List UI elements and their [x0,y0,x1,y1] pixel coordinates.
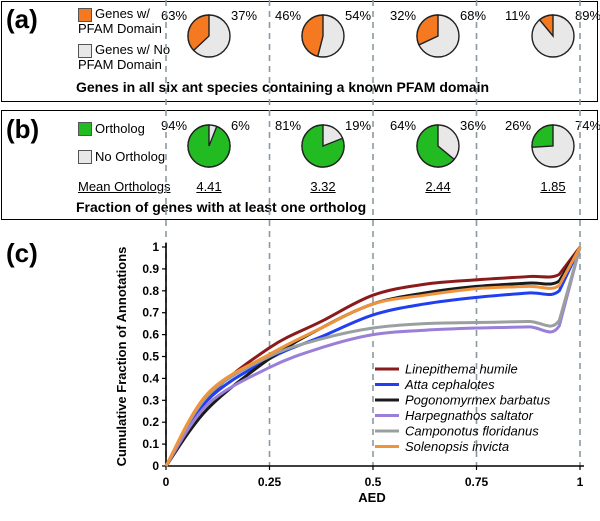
legend-swatch-no-pfam [78,44,92,58]
pie-pct-left: 94% [161,118,188,133]
y-tick-label: 0.3 [142,393,159,407]
pie-pct-right: 6% [231,118,250,133]
pie-chart [416,124,460,168]
y-tick-label: 0.6 [142,328,159,342]
pie-chart [301,124,345,168]
x-tick-label: 0 [163,475,170,489]
pie-slice-main [301,124,345,168]
panel-b [1,110,598,220]
panel-a-caption: Genes in all six ant species containing … [76,79,490,95]
legend-label: Pogonomyrmex barbatus [405,393,551,408]
legend-label-pfam-line1: Genes w/ [95,6,150,21]
y-tick-label: 1 [152,240,159,254]
pie-pct-right: 74% [575,118,600,133]
pie-pct-left: 81% [275,118,302,133]
y-tick-label: 0 [152,459,159,473]
pie-pct-left: 63% [161,8,188,23]
pie-pct-left: 32% [390,8,417,23]
legend-label-ortholog: Ortholog [95,121,145,136]
legend-label-no-pfam-line2: PFAM Domain [78,57,162,72]
pie-chart [187,124,231,168]
legend-label: Atta cephalotes [404,377,495,392]
legend-label: Linepithema humile [405,362,518,377]
pie-chart [531,14,575,58]
pie-slice-main [187,14,210,52]
pie-pct-right: 89% [575,8,600,23]
x-tick-label: 0.25 [258,475,282,489]
pie-chart [301,14,345,58]
y-axis-label: Cumulative Fraction of Annotations [114,247,129,467]
pie-chart [416,14,460,58]
panel-a [1,1,598,102]
panel-a-letter: (a) [6,4,38,34]
y-tick-label: 0.4 [142,371,159,385]
x-axis-label: AED [358,490,385,505]
legend-label: Camponotus floridanus [405,424,539,439]
legend-label-no-ortholog: No Ortholog [95,149,166,164]
legend-swatch-no-ortholog [78,150,92,164]
pie-pct-right: 68% [460,8,487,23]
pie-slice-main [416,124,456,168]
y-tick-label: 0.8 [142,284,159,298]
pie-slice-main [531,124,554,149]
pie-pct-right: 19% [345,118,372,133]
pie-pct-left: 26% [505,118,532,133]
pie-pct-right: 54% [345,8,372,23]
legend-swatch-pfam [78,8,92,22]
x-tick-label: 0.5 [365,475,382,489]
pie-slice-main [187,124,231,168]
legend-label: Harpegnathos saltator [405,408,534,423]
y-tick-label: 0.7 [142,306,159,320]
mean-ortholog-value: 4.41 [196,179,222,194]
pie-pct-left: 46% [275,8,302,23]
y-tick-label: 0.9 [142,262,159,276]
x-tick-label: 1 [577,475,584,489]
mean-ortholog-value: 3.32 [310,179,336,194]
mean-ortholog-value: 1.85 [540,179,566,194]
panel-b-letter: (b) [6,114,40,144]
y-tick-label: 0.5 [142,350,159,364]
pie-chart [531,124,575,168]
pie-slice-main [416,14,439,46]
mean-orthologs-label: Mean Orthologs [78,179,171,194]
y-tick-label: 0.1 [142,437,159,451]
pie-chart [187,14,231,58]
panel-c-letter: (c) [6,238,38,268]
x-tick-label: 0.75 [465,475,489,489]
legend-label-no-pfam-line1: Genes w/ No [95,42,171,57]
y-tick-label: 0.2 [142,415,159,429]
pie-pct-left: 11% [505,8,531,23]
pie-pct-right: 36% [460,118,487,133]
mean-ortholog-value: 2.44 [425,179,451,194]
pie-slice-main [538,14,554,38]
panel-b-caption: Fraction of genes with at least one orth… [76,199,367,215]
legend-label: Solenopsis invicta [405,439,509,454]
pie-slice-main [301,14,324,58]
legend-label-pfam-line2: PFAM Domain [78,21,162,36]
pie-pct-right: 37% [231,8,258,23]
legend-swatch-ortholog [78,122,92,136]
pie-pct-left: 64% [390,118,417,133]
